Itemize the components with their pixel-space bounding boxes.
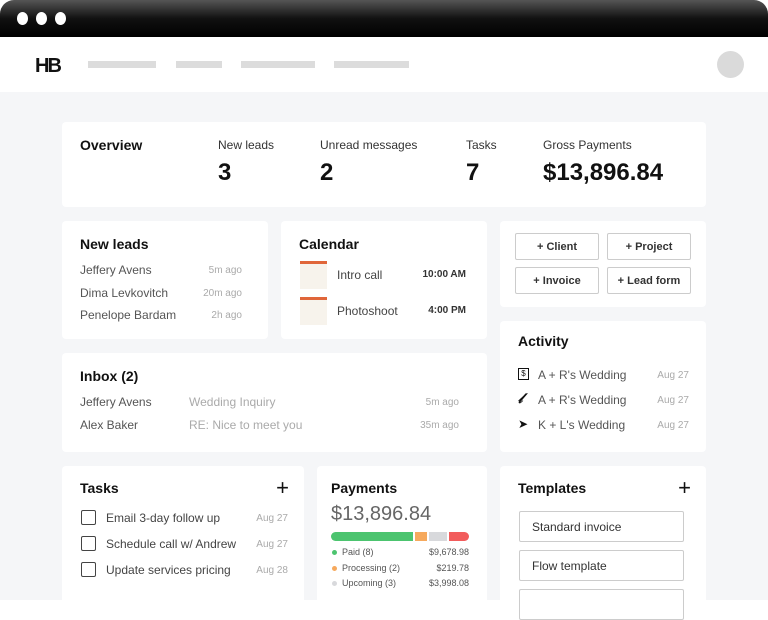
- event-time: 4:00 PM: [428, 305, 466, 316]
- task-checkbox[interactable]: [81, 510, 96, 525]
- overdue-segment: [449, 532, 469, 541]
- add-lead-form-button[interactable]: + Lead form: [607, 267, 691, 294]
- inbox-card: Inbox (2) Jeffery Avens Wedding Inquiry …: [62, 353, 487, 452]
- task-label: Update services pricing: [106, 563, 231, 577]
- window-titlebar: [0, 0, 768, 37]
- event-name[interactable]: Photoshoot: [337, 304, 398, 318]
- activity-label[interactable]: K + L's Wedding: [538, 418, 626, 432]
- template-item[interactable]: Standard invoice: [519, 511, 684, 542]
- invoice-icon: $: [518, 368, 529, 380]
- payment-label: Upcoming (3): [342, 578, 397, 588]
- nav-item-4[interactable]: [334, 61, 409, 68]
- message-subject[interactable]: RE: Nice to meet you: [189, 418, 303, 432]
- processing-dot: [332, 566, 337, 571]
- upcoming-segment: [429, 532, 447, 541]
- activity-label[interactable]: A + R's Wedding: [538, 368, 627, 382]
- stat-value: 7: [466, 159, 480, 186]
- stat-label: New leads: [218, 138, 275, 152]
- lead-name[interactable]: Dima Levkovitch: [80, 286, 169, 300]
- card-title: Templates: [518, 480, 587, 496]
- upcoming-dot: [332, 581, 337, 586]
- task-date: Aug 27: [256, 539, 288, 550]
- add-invoice-button[interactable]: + Invoice: [515, 267, 599, 294]
- calendar-card: Calendar Intro call 10:00 AM Photoshoot …: [281, 221, 487, 339]
- activity-date: Aug 27: [657, 395, 689, 406]
- card-title: Tasks: [80, 480, 119, 496]
- logo: HB: [35, 55, 62, 77]
- stat-label: Gross Payments: [543, 138, 632, 152]
- payment-amount: $9,678.98: [428, 547, 469, 557]
- processing-segment: [415, 532, 427, 541]
- template-item[interactable]: [519, 589, 684, 620]
- nav-item-2[interactable]: [176, 61, 222, 68]
- overview-card: Overview New leads 3 Unread messages 2 T…: [62, 122, 706, 207]
- lead-time: 2h ago: [211, 310, 242, 321]
- stat-value: $13,896.84: [543, 159, 664, 186]
- payments-card: Payments $13,896.84 Paid (8) $9,678.98 P…: [317, 466, 487, 606]
- nav-item-1[interactable]: [88, 61, 156, 68]
- payments-total: $13,896.84: [331, 503, 432, 525]
- activity-card: Activity $ A + R's Wedding Aug 27 𝓁 A + …: [500, 321, 706, 452]
- paid-segment: [331, 532, 413, 541]
- calendar-icon: [300, 297, 327, 325]
- avatar[interactable]: [717, 51, 744, 78]
- add-project-button[interactable]: + Project: [607, 233, 691, 260]
- nav-item-3[interactable]: [241, 61, 315, 68]
- task-date: Aug 28: [256, 565, 288, 576]
- lead-time: 5m ago: [208, 265, 242, 276]
- payment-amount: $219.78: [436, 563, 469, 573]
- message-time: 5m ago: [425, 397, 459, 408]
- add-task-button[interactable]: +: [276, 475, 289, 500]
- card-title: New leads: [80, 236, 149, 252]
- add-client-button[interactable]: + Client: [515, 233, 599, 260]
- task-label: Schedule call w/ Andrew: [106, 537, 237, 551]
- payments-progress-bar: [331, 532, 469, 541]
- activity-label[interactable]: A + R's Wedding: [538, 393, 627, 407]
- stat-label: Unread messages: [320, 138, 418, 152]
- message-subject[interactable]: Wedding Inquiry: [189, 395, 276, 409]
- window-control-minimize[interactable]: [36, 12, 47, 25]
- send-icon: ➤: [518, 417, 529, 431]
- dashboard: Overview New leads 3 Unread messages 2 T…: [0, 92, 768, 620]
- message-from[interactable]: Alex Baker: [80, 418, 139, 432]
- lead-name[interactable]: Jeffery Avens: [80, 263, 152, 277]
- payment-amount: $3,998.08: [428, 578, 469, 588]
- window-control-maximize[interactable]: [55, 12, 66, 25]
- app-header: HB: [0, 37, 768, 92]
- task-label: Email 3-day follow up: [106, 511, 221, 525]
- event-name[interactable]: Intro call: [337, 268, 383, 282]
- message-time: 35m ago: [420, 420, 459, 431]
- template-item[interactable]: Flow template: [519, 550, 684, 581]
- lead-name[interactable]: Penelope Bardam: [80, 308, 177, 322]
- paid-dot: [332, 550, 337, 555]
- stat-label: Tasks: [466, 138, 497, 152]
- payment-label: Paid (8): [342, 547, 374, 557]
- overview-title: Overview: [80, 137, 143, 153]
- signature-icon: 𝓁: [518, 392, 523, 407]
- stat-value: 2: [320, 159, 334, 186]
- task-date: Aug 27: [256, 513, 288, 524]
- stat-value: 3: [218, 159, 232, 186]
- task-checkbox[interactable]: [81, 562, 96, 577]
- activity-date: Aug 27: [657, 420, 689, 431]
- add-template-button[interactable]: +: [678, 475, 691, 500]
- card-title: Calendar: [299, 236, 359, 252]
- calendar-icon: [300, 261, 327, 289]
- event-time: 10:00 AM: [422, 269, 466, 280]
- card-title: Inbox (2): [80, 368, 139, 384]
- tasks-card: Tasks + Email 3-day follow up Aug 27 Sch…: [62, 466, 304, 606]
- card-title: Payments: [331, 480, 398, 496]
- new-leads-card: New leads Jeffery Avens 5m ago Dima Levk…: [62, 221, 268, 339]
- window-control-close[interactable]: [17, 12, 28, 25]
- task-checkbox[interactable]: [81, 536, 96, 551]
- quick-actions-card: + Client + Project + Invoice + Lead form: [500, 221, 706, 307]
- lead-time: 20m ago: [203, 288, 242, 299]
- payment-label: Processing (2): [342, 563, 401, 573]
- message-from[interactable]: Jeffery Avens: [80, 395, 152, 409]
- activity-date: Aug 27: [657, 370, 689, 381]
- card-title: Activity: [518, 333, 569, 349]
- templates-card: Templates + Standard invoice Flow templa…: [500, 466, 706, 620]
